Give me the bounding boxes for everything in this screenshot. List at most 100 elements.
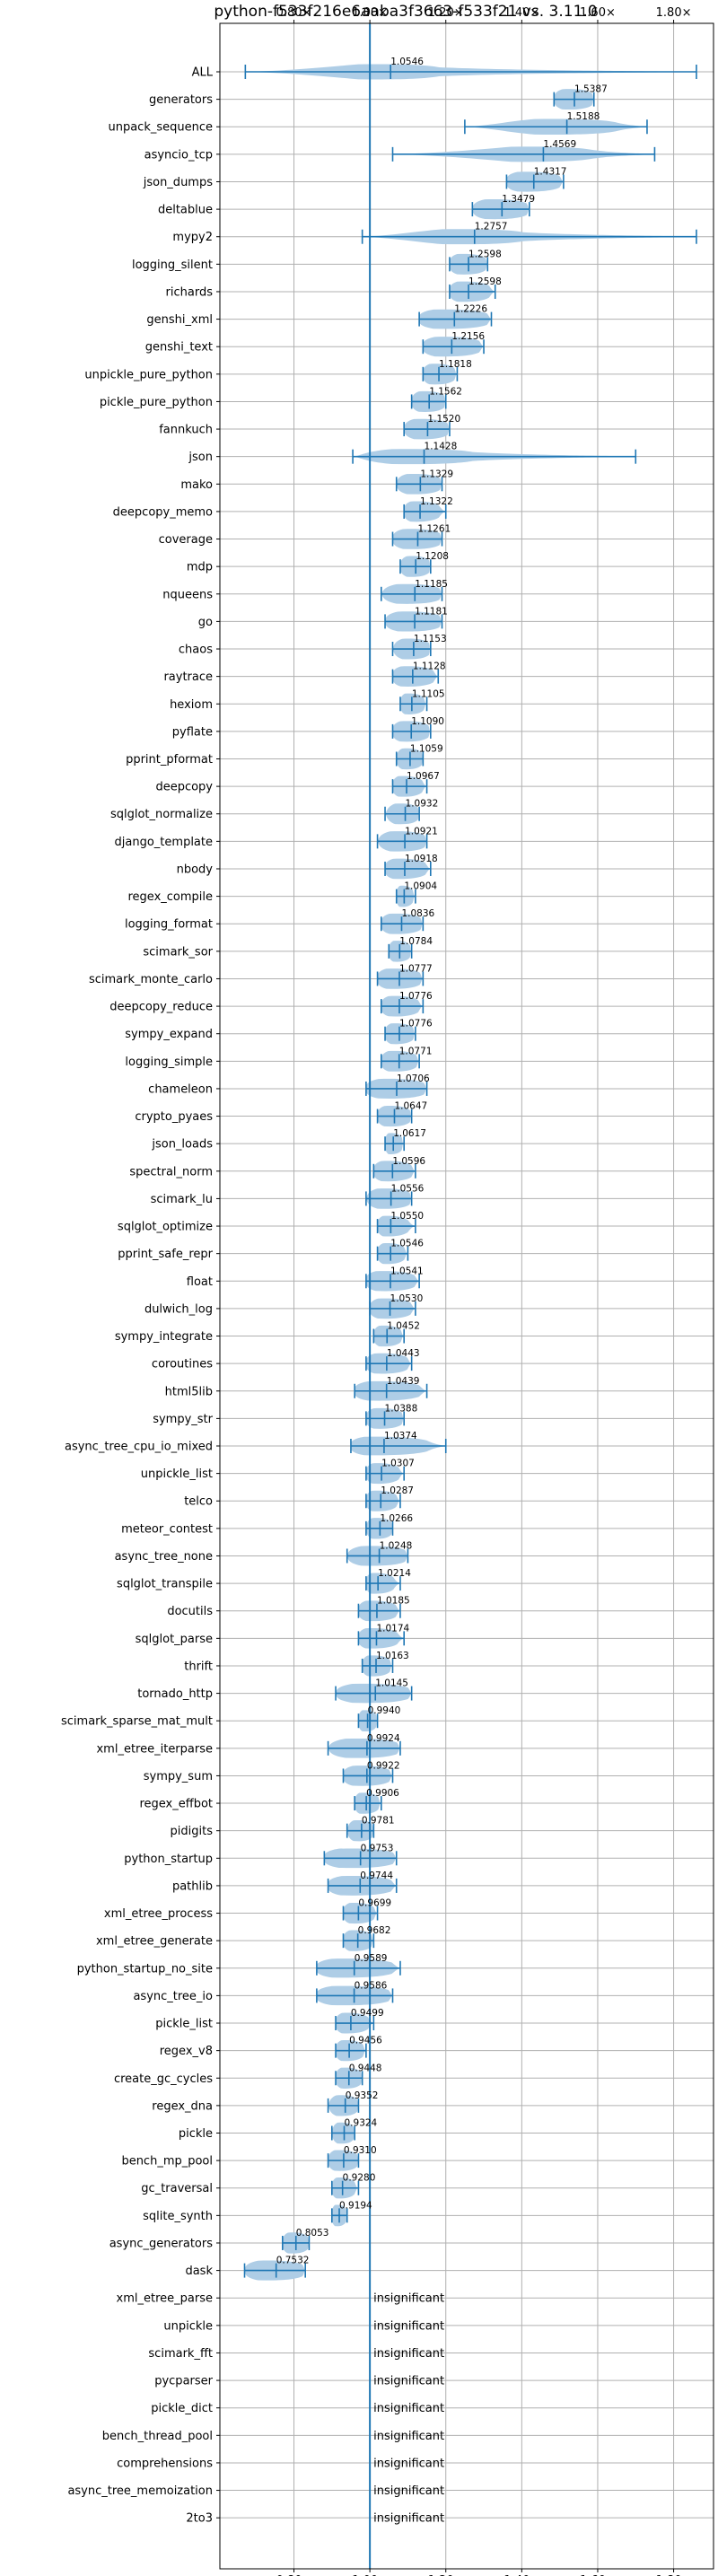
- value-label-html5lib: 1.0439: [387, 1376, 420, 1387]
- category-label-sqlite-synth: sqlite_synth: [143, 2210, 213, 2223]
- value-label-go: 1.1181: [415, 606, 448, 617]
- category-label-go: go: [198, 616, 213, 629]
- x-tick-label-top: 0.80×: [276, 6, 312, 20]
- category-label-unpickle-pure-python: unpickle_pure_python: [84, 368, 213, 381]
- violin-layer: [244, 64, 696, 2281]
- category-label-pprint-pformat: pprint_pformat: [126, 753, 213, 767]
- value-label-regex-v8: 0.9456: [349, 2036, 382, 2046]
- category-label-docutils: docutils: [167, 1605, 213, 1618]
- category-label-thrift: thrift: [184, 1660, 213, 1673]
- value-label-bench-mp-pool: 0.9310: [344, 2145, 377, 2156]
- category-label-coroutines: coroutines: [152, 1358, 213, 1371]
- category-label-scimark-sparse-mat-mult: scimark_sparse_mat_mult: [61, 1715, 213, 1729]
- x-tick-label-bottom: 1.40×: [503, 2574, 539, 2576]
- x-tick-label-bottom: 1.60×: [580, 2574, 616, 2576]
- x-tick-label-bottom: 1.20×: [428, 2574, 464, 2576]
- category-label-logging-format: logging_format: [125, 918, 213, 932]
- value-label-fannkuch: 1.1520: [427, 414, 460, 425]
- value-label-logging-simple: 1.0771: [399, 1046, 433, 1056]
- category-label-json: json: [188, 451, 213, 464]
- value-label-meteor-contest: 1.0266: [380, 1513, 413, 1524]
- category-label-xml-etree-iterparse: xml_etree_iterparse: [96, 1742, 213, 1756]
- category-label-fannkuch: fannkuch: [159, 424, 213, 437]
- category-label-meteor-contest: meteor_contest: [121, 1522, 213, 1536]
- value-label-async-tree-cpu-io-mixed: 1.0374: [384, 1431, 417, 1441]
- value-label-float: 1.0541: [390, 1266, 424, 1276]
- x-tick-label-top: 1.20×: [428, 6, 464, 20]
- value-label-xml-etree-generate: 0.9682: [358, 1925, 391, 1936]
- value-label-raytrace: 1.1128: [413, 662, 446, 672]
- value-label-spectral-norm: 1.0596: [392, 1156, 425, 1167]
- value-label-python-startup: 0.9753: [361, 1843, 394, 1853]
- category-label-xml-etree-generate: xml_etree_generate: [96, 1935, 213, 1949]
- category-label-python-startup: python_startup: [124, 1853, 213, 1866]
- category-label-raytrace: raytrace: [163, 670, 213, 684]
- value-label-json-dumps: 1.4317: [534, 166, 567, 177]
- x-tick-label-top: 1.40×: [503, 6, 539, 20]
- value-label-asyncio-tcp: 1.4569: [543, 139, 576, 150]
- value-label-gc-traversal: 0.9280: [343, 2173, 376, 2184]
- value-label-sqlite-synth: 0.9194: [339, 2200, 372, 2211]
- category-label-crypto-pyaes: crypto_pyaes: [135, 1110, 213, 1124]
- value-label-nbody: 1.0918: [405, 854, 438, 864]
- category-label-json-dumps: json_dumps: [143, 176, 213, 189]
- value-label-deepcopy-reduce: 1.0776: [399, 991, 433, 1002]
- category-label-all: ALL: [192, 66, 214, 80]
- category-label-bench-thread-pool: bench_thread_pool: [102, 2430, 213, 2443]
- category-label-dask: dask: [185, 2265, 213, 2278]
- value-label-regex-compile: 1.0904: [404, 881, 437, 892]
- value-label-crypto-pyaes: 1.0647: [394, 1101, 427, 1112]
- category-label-async-tree-none: async_tree_none: [115, 1550, 213, 1564]
- value-label-telco: 1.0287: [381, 1485, 414, 1496]
- category-label-genshi-text: genshi_text: [145, 341, 213, 355]
- category-label-pickle-dict: pickle_dict: [151, 2402, 213, 2415]
- value-label-mako: 1.1329: [420, 469, 453, 479]
- category-label-genshi-xml: genshi_xml: [146, 313, 213, 327]
- value-label-pyflate: 1.1090: [411, 716, 444, 727]
- grid-layer: [220, 23, 714, 2569]
- value-label-chameleon: 1.0706: [397, 1073, 430, 1084]
- category-label-regex-compile: regex_compile: [127, 890, 213, 904]
- category-label-comprehensions: comprehensions: [117, 2457, 213, 2470]
- category-label-sqlglot-parse: sqlglot_parse: [136, 1633, 213, 1646]
- label-layer: 1.0546 1.5387 1.5188 1.4569 1.4317 1.3479 1.27…: [276, 57, 608, 2526]
- value-label-django-template: 1.0921: [405, 826, 438, 837]
- value-label-regex-effbot: 0.9906: [366, 1788, 399, 1799]
- category-label-scimark-sor: scimark_sor: [143, 945, 213, 959]
- category-label-regex-v8: regex_v8: [160, 2045, 213, 2058]
- category-label-richards: richards: [166, 285, 214, 299]
- x-tick-label-top: 1.80×: [656, 6, 692, 20]
- value-label-sqlglot-parse: 1.0174: [376, 1623, 409, 1634]
- category-label-deepcopy-reduce: deepcopy_reduce: [109, 1001, 213, 1014]
- category-label-async-tree-memoization: async_tree_memoization: [67, 2484, 213, 2498]
- category-label-coverage: coverage: [159, 533, 213, 547]
- value-label-sqlglot-transpile: 1.0214: [378, 1568, 411, 1579]
- insignificant-label-comprehensions: insignificant: [373, 2457, 444, 2470]
- category-label-async-tree-io: async_tree_io: [133, 1990, 213, 2003]
- value-label-chaos: 1.1153: [414, 634, 447, 644]
- category-label-json-loads: json_loads: [151, 1138, 213, 1152]
- category-label-python-startup-no-site: python_startup_no_site: [77, 1962, 213, 1976]
- insignificant-label-async-tree-memoization: insignificant: [373, 2484, 444, 2498]
- value-label-sympy-integrate: 1.0452: [387, 1321, 420, 1332]
- category-label-async-generators: async_generators: [109, 2237, 214, 2250]
- value-label-scimark-sor: 1.0784: [399, 936, 433, 947]
- category-label-2to3: 2to3: [186, 2512, 213, 2526]
- value-label-sqlglot-normalize: 1.0932: [406, 799, 439, 810]
- category-label-pycparser: pycparser: [154, 2375, 213, 2388]
- category-label-telco: telco: [184, 1495, 213, 1509]
- x-tick-label-top: 1.60×: [580, 6, 616, 20]
- category-label-sympy-sum: sympy_sum: [144, 1770, 213, 1783]
- category-label-nqueens: nqueens: [162, 588, 213, 601]
- insignificant-label-pycparser: insignificant: [373, 2375, 444, 2388]
- plot-frame: [219, 22, 714, 2570]
- category-label-logging-silent: logging_silent: [132, 258, 213, 272]
- value-label-deepcopy-memo: 1.1322: [420, 496, 453, 507]
- category-label-scimark-fft: scimark_fft: [148, 2347, 213, 2361]
- value-label-thrift: 1.0163: [376, 1651, 409, 1661]
- x-tick-label-bottom: 0.80×: [276, 2574, 312, 2576]
- category-label-pprint-safe-repr: pprint_safe_repr: [118, 1248, 213, 1261]
- value-label-all: 1.0546: [390, 57, 424, 67]
- x-tick-label-bottom: 1.00×: [352, 2574, 388, 2576]
- marker-layer: [243, 23, 697, 2569]
